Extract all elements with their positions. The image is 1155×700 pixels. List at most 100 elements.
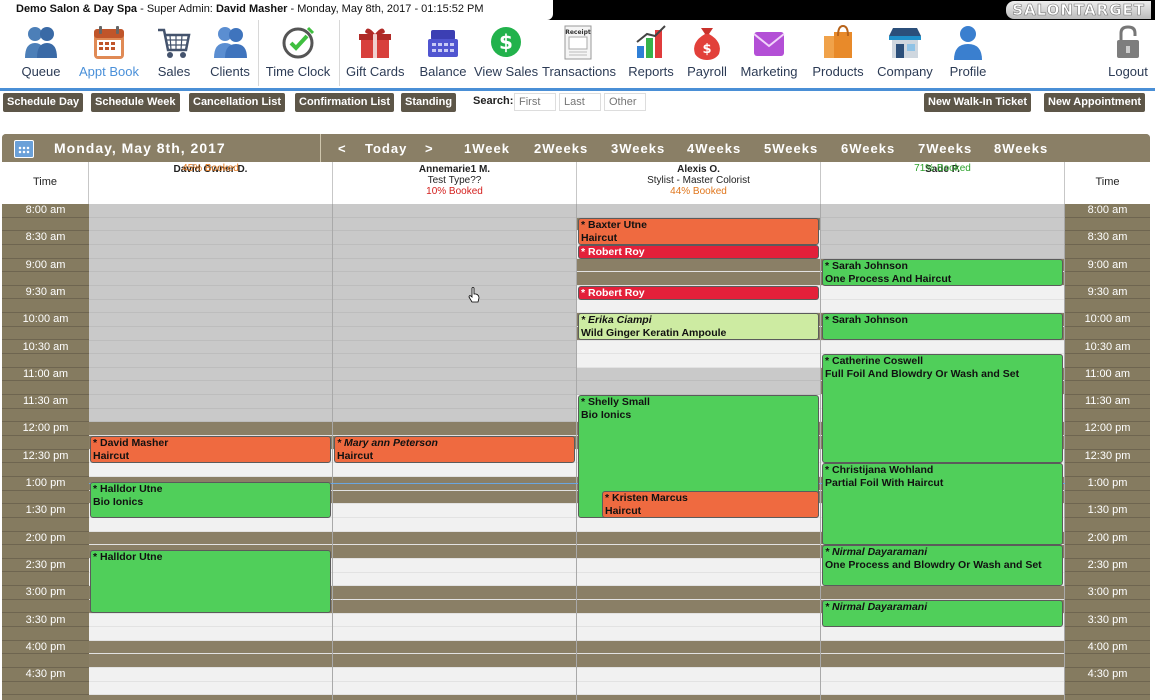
toolbar-queue[interactable]: Queue: [18, 24, 64, 88]
schedule-slot[interactable]: [89, 695, 332, 700]
appointment-block[interactable]: * Mary ann Peterson Haircut: [334, 436, 575, 464]
schedule-slot[interactable]: [333, 491, 576, 505]
appointment-block[interactable]: * Sarah Johnson: [822, 313, 1063, 341]
cancellation-list-button[interactable]: Cancellation List: [189, 93, 286, 112]
toolbar-profile[interactable]: Profile: [944, 24, 992, 88]
schedule-slot[interactable]: [333, 395, 576, 409]
week-3-button[interactable]: 3Weeks: [611, 141, 666, 156]
schedule-slot[interactable]: [89, 422, 332, 437]
appointment-block[interactable]: * Halldor Utne: [90, 549, 331, 614]
appointment-block[interactable]: * Nirmal Dayaramani One Process and Blowd…: [822, 545, 1063, 587]
schedule-slot[interactable]: [333, 381, 576, 396]
schedule-slot[interactable]: [333, 477, 576, 491]
schedule-slot[interactable]: [577, 600, 820, 614]
schedule-slot[interactable]: [333, 572, 576, 587]
staff-header[interactable]: Sade P. 71% Booked: [821, 162, 1065, 204]
schedule-slot[interactable]: [333, 532, 576, 546]
schedule-slot[interactable]: [89, 367, 332, 382]
schedule-slot[interactable]: [333, 668, 576, 682]
schedule-slot[interactable]: [89, 408, 332, 423]
schedule-slot[interactable]: [577, 354, 820, 368]
schedule-slot[interactable]: [333, 285, 576, 300]
schedule-slot[interactable]: [577, 532, 820, 546]
schedule-slot[interactable]: [821, 695, 1064, 700]
schedule-slot[interactable]: [333, 517, 576, 532]
toolbar-company[interactable]: Company: [876, 24, 934, 88]
prev-day-button[interactable]: <: [338, 141, 347, 156]
toolbar-transactions[interactable]: Receipt Transactions: [542, 24, 616, 88]
schedule-slot[interactable]: [333, 654, 576, 669]
schedule-slot[interactable]: [89, 517, 332, 532]
schedule-slot[interactable]: [577, 381, 820, 396]
week-8-button[interactable]: 8Weeks: [994, 141, 1049, 156]
schedule-slot[interactable]: [89, 463, 332, 478]
schedule-slot[interactable]: [333, 244, 576, 259]
schedule-slot[interactable]: [333, 558, 576, 573]
search-first-input[interactable]: [514, 93, 556, 111]
schedule-slot[interactable]: [333, 326, 576, 341]
toolbar-time-clock[interactable]: Time Clock: [264, 24, 332, 88]
schedule-slot[interactable]: [333, 340, 576, 355]
schedule-slot[interactable]: [577, 641, 820, 655]
schedule-slot[interactable]: [333, 217, 576, 232]
new-walkin-button[interactable]: New Walk-In Ticket: [924, 93, 1032, 112]
standing-button[interactable]: Standing: [401, 93, 457, 112]
appointment-block[interactable]: * Kristen Marcus Haircut: [602, 490, 819, 518]
search-other-input[interactable]: [604, 93, 646, 111]
appointment-block[interactable]: * Robert Roy: [578, 244, 819, 259]
toolbar-payroll[interactable]: $ Payroll: [686, 24, 728, 88]
schedule-slot[interactable]: [89, 668, 332, 682]
schedule-slot[interactable]: [577, 627, 820, 641]
schedule-slot[interactable]: [821, 299, 1064, 314]
schedule-slot[interactable]: [89, 381, 332, 396]
schedule-slot[interactable]: [821, 641, 1064, 655]
schedule-slot[interactable]: [333, 422, 576, 437]
staff-column[interactable]: [333, 204, 577, 700]
schedule-slot[interactable]: [821, 327, 1064, 341]
schedule-slot[interactable]: [821, 204, 1064, 218]
schedule-slot[interactable]: [821, 681, 1064, 696]
schedule-slot[interactable]: [821, 627, 1064, 641]
toolbar-logout[interactable]: Logout: [1104, 24, 1152, 88]
appointment-block[interactable]: * Sarah Johnson One Process And Haircut: [822, 258, 1063, 286]
appointment-block[interactable]: * Baxter Utne Haircut: [578, 217, 819, 245]
schedule-slot[interactable]: [333, 313, 576, 327]
schedule-slot[interactable]: [821, 244, 1064, 259]
today-button[interactable]: Today: [365, 141, 408, 156]
schedule-slot[interactable]: [577, 681, 820, 696]
toolbar-clients[interactable]: Clients: [208, 24, 252, 88]
toolbar-balance[interactable]: Balance: [418, 24, 468, 88]
new-appointment-button[interactable]: New Appointment: [1044, 93, 1146, 112]
schedule-slot[interactable]: [577, 545, 820, 559]
schedule-slot[interactable]: [89, 627, 332, 641]
schedule-slot[interactable]: [89, 654, 332, 669]
confirmation-list-button[interactable]: Confirmation List: [295, 93, 395, 112]
schedule-slot[interactable]: [577, 259, 820, 273]
schedule-slot[interactable]: [577, 340, 820, 355]
schedule-slot[interactable]: [577, 327, 820, 341]
schedule-week-button[interactable]: Schedule Week: [91, 93, 180, 112]
schedule-slot[interactable]: [577, 558, 820, 573]
staff-header[interactable]: David Owner D. 45% Booked: [89, 162, 333, 204]
schedule-slot[interactable]: [821, 217, 1064, 232]
schedule-slot[interactable]: [333, 613, 576, 628]
search-last-input[interactable]: [559, 93, 601, 111]
schedule-slot[interactable]: [89, 641, 332, 655]
schedule-slot[interactable]: [333, 695, 576, 700]
schedule-slot[interactable]: [89, 532, 332, 546]
schedule-slot[interactable]: [333, 600, 576, 614]
schedule-slot[interactable]: [89, 204, 332, 218]
staff-header[interactable]: Annemarie1 M. Test Type?? 10% Booked: [333, 162, 577, 204]
schedule-slot[interactable]: [577, 586, 820, 600]
schedule-slot[interactable]: [89, 299, 332, 314]
schedule-slot[interactable]: [821, 285, 1064, 300]
schedule-slot[interactable]: [333, 681, 576, 696]
schedule-slot[interactable]: [333, 627, 576, 641]
schedule-slot[interactable]: [577, 572, 820, 587]
schedule-day-button[interactable]: Schedule Day: [3, 93, 84, 112]
week-1-button[interactable]: 1Week: [464, 141, 510, 156]
toolbar-view-sales[interactable]: $ View Sales: [474, 24, 538, 88]
appointment-block[interactable]: * Catherine Coswell Full Foil And Blowdry…: [822, 354, 1063, 464]
schedule-slot[interactable]: [821, 586, 1064, 600]
schedule-slot[interactable]: [333, 272, 576, 286]
